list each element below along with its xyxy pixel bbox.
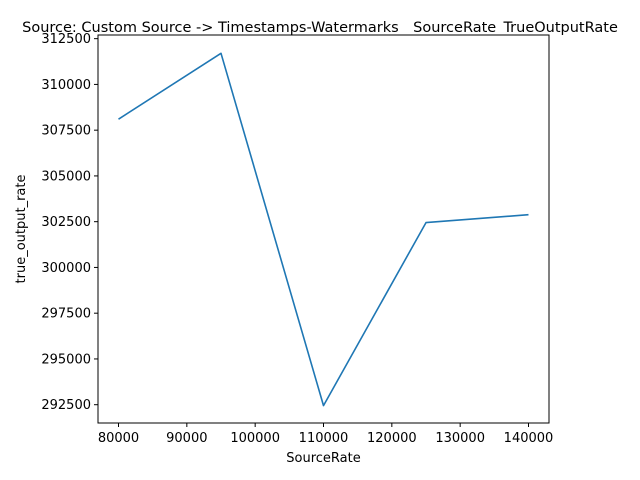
y-tick-label: 312500 — [41, 32, 91, 47]
y-axis-label: true_output_rate — [14, 175, 29, 284]
x-tick-label: 140000 — [504, 431, 554, 446]
x-tick-label: 130000 — [435, 431, 485, 446]
y-tick-label: 307500 — [41, 124, 91, 139]
chart-title: Source: Custom Source -> Timestamps-Wate… — [22, 20, 618, 36]
x-tick-label: 80000 — [98, 431, 139, 446]
x-tick-label: 100000 — [230, 431, 280, 446]
plot-area-frame — [97, 34, 550, 424]
x-tick-label: 120000 — [367, 431, 417, 446]
y-tick-label: 310000 — [41, 78, 91, 93]
x-axis-ticks: 80000 90000 100000 110000 120000 130000 140000 — [98, 423, 554, 446]
y-tick-label: 300000 — [41, 261, 91, 276]
y-tick-label: 305000 — [41, 169, 91, 184]
y-tick-label: 297500 — [41, 307, 91, 322]
y-tick-label: 302500 — [41, 215, 91, 230]
series-line — [118, 52, 529, 407]
y-axis-ticks: 292500 295000 297500 300000 302500 305000 3075… — [41, 32, 98, 413]
x-tick-label: 110000 — [299, 431, 349, 446]
y-tick-label: 295000 — [41, 352, 91, 367]
y-tick-label: 292500 — [41, 398, 91, 413]
x-axis-label: SourceRate — [286, 451, 360, 466]
x-tick-label: 90000 — [166, 431, 207, 446]
